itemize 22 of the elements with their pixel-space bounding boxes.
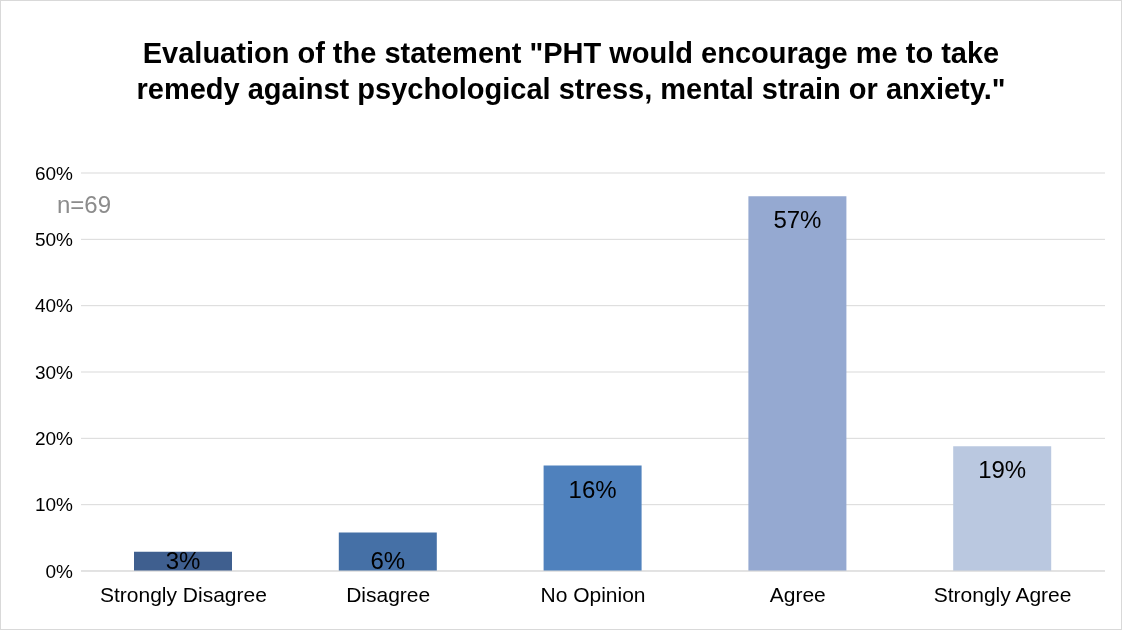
x-tick-label: Strongly Agree bbox=[933, 582, 1072, 606]
bar bbox=[748, 196, 847, 571]
y-tick-label: 20% bbox=[34, 428, 74, 450]
y-tick-label: 50% bbox=[34, 229, 74, 251]
data-label: 57% bbox=[773, 206, 822, 234]
x-tick-label: No Opinion bbox=[540, 582, 646, 606]
x-tick-label: Disagree bbox=[346, 582, 431, 606]
y-tick-label: 10% bbox=[34, 494, 74, 516]
data-label: 16% bbox=[568, 475, 617, 503]
bar bbox=[953, 446, 1052, 571]
x-tick-label: Agree bbox=[769, 582, 826, 606]
annotation: n=69 bbox=[57, 191, 112, 219]
data-label: 19% bbox=[978, 456, 1027, 484]
data-label: 3% bbox=[165, 547, 201, 574]
y-tick-label: 60% bbox=[34, 162, 74, 184]
x-tick-label: Strongly Disagree bbox=[99, 582, 267, 606]
y-tick-label: 30% bbox=[34, 361, 74, 383]
data-label: 6% bbox=[370, 547, 406, 574]
y-tick-label: 0% bbox=[45, 560, 74, 582]
y-tick-label: 40% bbox=[34, 295, 74, 317]
bar bbox=[543, 465, 642, 571]
chart-title: Evaluation of the statement "PHT would encourage me to take remedy against psychological stress, mental strain or anxiety." bbox=[135, 36, 1007, 107]
